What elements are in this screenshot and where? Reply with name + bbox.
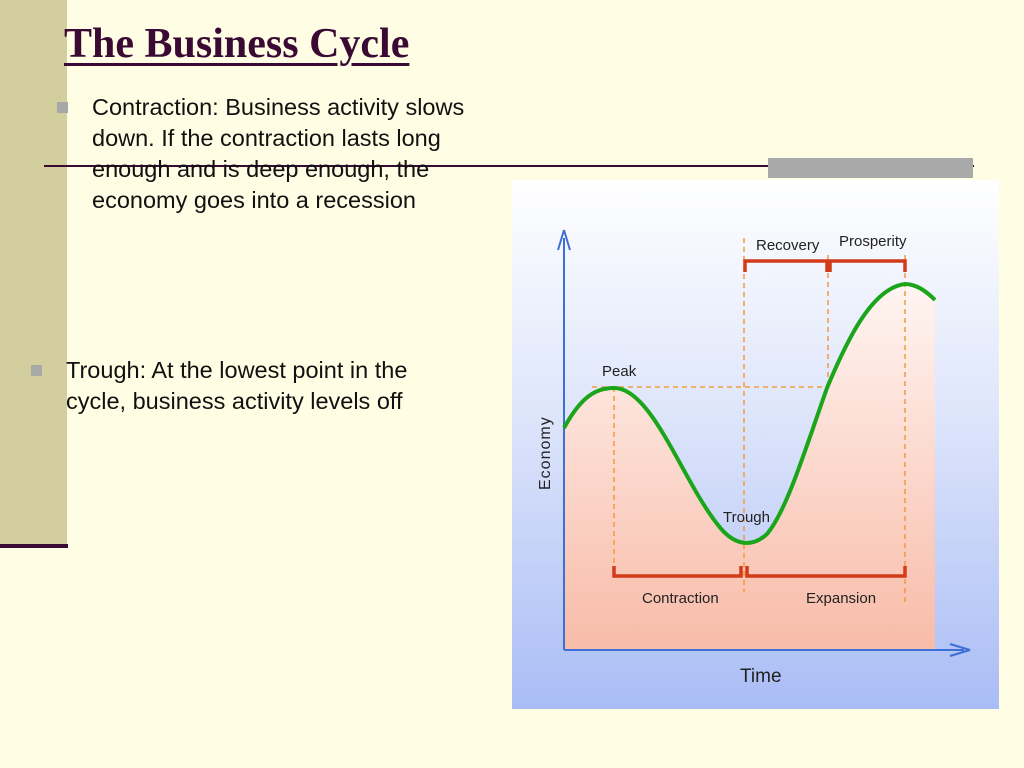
recovery-bar xyxy=(743,259,829,272)
diagram-shaded-area xyxy=(564,284,935,650)
slide-title: The Business Cycle xyxy=(64,21,410,67)
left-decorative-band xyxy=(0,0,67,548)
prosperity-label: Prosperity xyxy=(839,233,907,250)
expansion-bar xyxy=(745,566,907,578)
bullet-trough: Trough: At the lowest point in the cycle… xyxy=(31,355,466,417)
grey-accent-bar xyxy=(768,158,973,178)
economy-curve xyxy=(562,281,937,545)
business-cycle-diagram: Peak Trough Recovery Prosperity Contract… xyxy=(512,180,999,709)
y-axis-label: Economy xyxy=(537,416,554,490)
peak-label: Peak xyxy=(602,363,637,380)
contraction-bar xyxy=(612,566,743,578)
x-axis-label: Time xyxy=(740,666,782,687)
bullet-text: Trough: At the lowest point in the cycle… xyxy=(66,357,408,414)
prosperity-bar xyxy=(828,259,907,272)
bullet-text: Contraction: Business activity slows dow… xyxy=(92,94,465,213)
bullet-contraction: Contraction: Business activity slows dow… xyxy=(57,92,492,216)
y-axis-arrow-icon xyxy=(557,229,571,251)
trough-label: Trough xyxy=(723,509,770,526)
recovery-label: Recovery xyxy=(756,237,820,254)
contraction-label: Contraction xyxy=(642,590,719,607)
bullet-square-icon xyxy=(57,102,68,113)
bullet-square-icon xyxy=(31,365,42,376)
left-band-rule xyxy=(0,544,68,548)
horizontal-rule xyxy=(44,165,974,167)
x-axis-arrow-icon xyxy=(949,643,971,657)
expansion-label: Expansion xyxy=(806,590,876,607)
